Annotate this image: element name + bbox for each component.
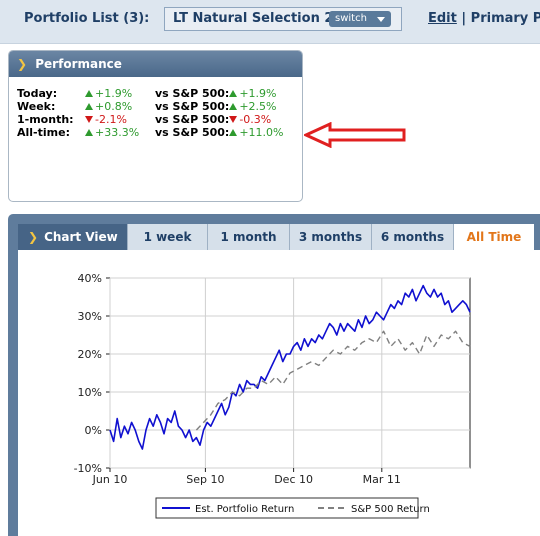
y-tick-label: 30%: [78, 310, 102, 323]
vs-sp500-return: -0.3%: [229, 113, 299, 126]
link-separator: |: [461, 11, 467, 26]
arrow-up-icon: [229, 129, 238, 136]
tab-chart-view: ❯ Chart View: [18, 224, 128, 250]
tab-6-months[interactable]: 6 months: [372, 224, 454, 250]
performance-table: Today: +1.9% vs S&P 500: +1.9% Week: +0.8% vs …: [17, 87, 299, 139]
performance-row: All-time: +33.3% vs S&P 500: +11.0%: [17, 126, 299, 139]
performance-row: Week: +0.8% vs S&P 500: +2.5%: [17, 100, 299, 113]
tab-1-month[interactable]: 1 month: [208, 224, 290, 250]
period-return-text: +0.8%: [95, 100, 133, 113]
primary-link[interactable]: Primary Po: [470, 11, 540, 26]
performance-panel: ❯ Performance Today: +1.9% vs S&P 500: +1.9…: [8, 50, 303, 202]
vs-sp500-label-text: vs S&P 500:: [155, 87, 230, 100]
y-tick-label: -10%: [74, 462, 102, 475]
annotation-arrow-icon: [304, 122, 406, 148]
selected-portfolio-name: LT Natural Selection 2: [173, 11, 334, 26]
vs-sp500-label-text: vs S&P 500:: [155, 100, 230, 113]
period-return: -2.1%: [85, 113, 155, 126]
arrow-down-icon: [229, 116, 238, 123]
period-label: Week:: [17, 100, 85, 113]
vs-sp500-return-text: +2.5%: [239, 100, 277, 113]
legend-box: [155, 497, 419, 519]
chevron-right-icon: ❯: [17, 57, 28, 71]
period-label-text: All-time:: [17, 126, 70, 139]
period-label-text: 1-month:: [17, 113, 74, 126]
tab-chart-view-label: Chart View: [44, 230, 118, 244]
vs-sp500-return-text: +11.0%: [239, 126, 284, 139]
tab-3-months[interactable]: 3 months: [290, 224, 372, 250]
vs-sp500-return: +1.9%: [229, 87, 299, 100]
tab-1-week[interactable]: 1 week: [128, 224, 208, 250]
period-label-text: Today:: [17, 87, 58, 100]
x-tick-label: Sep 10: [186, 473, 224, 486]
vs-sp500-label-text: vs S&P 500:: [155, 126, 230, 139]
arrow-up-icon: [85, 103, 93, 110]
vs-sp500-return: +11.0%: [229, 126, 299, 139]
vs-sp500-label: vs S&P 500:: [155, 126, 229, 139]
x-tick-label: Dec 10: [274, 473, 313, 486]
y-tick-label: 0%: [85, 424, 102, 437]
tab-all-time[interactable]: All Time: [454, 224, 534, 250]
period-return-text: -2.1%: [95, 113, 127, 126]
x-tick-label: Jun 10: [92, 473, 128, 486]
period-label: 1-month:: [17, 113, 85, 126]
vs-sp500-return: +2.5%: [229, 100, 299, 113]
period-label: All-time:: [17, 126, 85, 139]
period-label-text: Week:: [17, 100, 56, 113]
y-tick-label: 10%: [78, 386, 102, 399]
portfolio-list-label: Portfolio List (3):: [24, 11, 150, 26]
performance-row: Today: +1.9% vs S&P 500: +1.9%: [17, 87, 299, 100]
chevron-right-icon: ❯: [28, 230, 39, 244]
x-tick-label: Mar 11: [363, 473, 401, 486]
series-line-sp500: [195, 330, 471, 431]
arrow-up-icon: [85, 129, 93, 136]
switch-label: switch: [335, 13, 367, 24]
vs-sp500-return-text: -0.3%: [239, 113, 272, 126]
period-return: +0.8%: [85, 100, 155, 113]
portfolio-bar: Portfolio List (3): LT Natural Selection…: [0, 0, 540, 44]
y-tick-label: 40%: [78, 272, 102, 285]
vs-sp500-label: vs S&P 500:: [155, 113, 229, 126]
period-return-text: +1.9%: [95, 87, 133, 100]
edit-link[interactable]: Edit: [428, 11, 457, 26]
performance-chart: 40% 30% 20% 10% 0% -10%Jun 10 Sep 10 Dec 10 Mar …: [74, 272, 471, 519]
period-return: +33.3%: [85, 126, 155, 139]
legend-label-portfolio: Est. Portfolio Return: [195, 504, 294, 515]
series-line-portfolio: [109, 284, 471, 450]
chart-tabs: ❯ Chart View 1 week 1 month 3 months 6 mo…: [18, 224, 534, 250]
vs-sp500-label-text: vs S&P 500:: [155, 113, 230, 126]
chevron-down-icon: [377, 17, 385, 22]
arrow-up-icon: [229, 90, 238, 97]
vs-sp500-return-text: +1.9%: [239, 87, 277, 100]
portfolio-links: Edit | Primary Po: [428, 11, 540, 26]
performance-header: ❯ Performance: [9, 51, 302, 77]
arrow-up-icon: [85, 90, 93, 97]
switch-button[interactable]: switch: [329, 11, 391, 27]
chart-panel: ❯ Chart View 1 week 1 month 3 months 6 mo…: [8, 214, 540, 536]
chart-area: 40% 30% 20% 10% 0% -10% Jun 10 Sep 10 Dec 10 Mar …: [18, 250, 540, 536]
vs-sp500-label: vs S&P 500:: [155, 87, 229, 100]
period-return: +1.9%: [85, 87, 155, 100]
portfolio-selector[interactable]: LT Natural Selection 2 switch: [164, 7, 402, 31]
legend-label-sp500: S&P 500 Return: [351, 504, 430, 515]
vs-sp500-label: vs S&P 500:: [155, 100, 229, 113]
performance-title: Performance: [35, 57, 122, 71]
arrow-up-icon: [229, 103, 238, 110]
arrow-down-icon: [85, 116, 93, 123]
period-return-text: +33.3%: [95, 126, 140, 139]
performance-row: 1-month: -2.1% vs S&P 500: -0.3%: [17, 113, 299, 126]
y-tick-label: 20%: [78, 348, 102, 361]
period-label: Today:: [17, 87, 85, 100]
